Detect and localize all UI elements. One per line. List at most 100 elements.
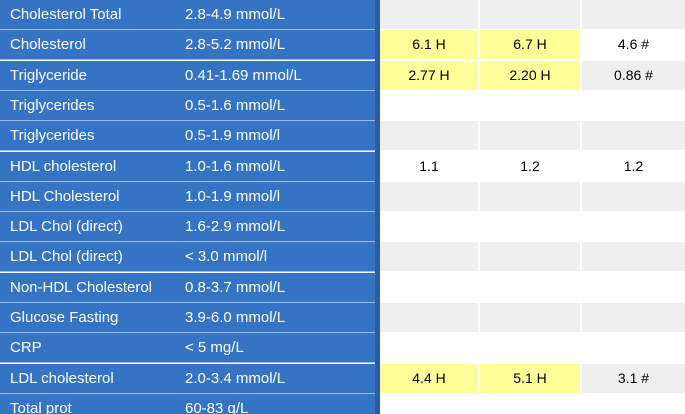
test-name: Triglyceride — [10, 66, 87, 84]
reference-range: 0.8-3.7 mmol/L — [185, 278, 286, 296]
empty-cell — [380, 393, 478, 414]
empty-cell — [582, 393, 685, 414]
empty-cell — [480, 121, 580, 152]
empty-cell — [380, 272, 478, 303]
test-name: HDL Cholesterol — [10, 187, 120, 205]
row-label-cell: Total prot 60-83 g/L — [0, 393, 375, 414]
reference-range: 0.41-1.69 mmol/L — [185, 66, 302, 84]
table-row: CRP < 5 mg/L — [0, 333, 685, 364]
empty-cell — [582, 0, 685, 30]
table-row: Total prot 60-83 g/L — [0, 393, 685, 414]
row-label-cell: Glucose Fasting 3.9-6.0 mmol/L — [0, 303, 375, 333]
empty-cell — [582, 272, 685, 303]
result-cell: 6.7 H — [480, 30, 580, 61]
result-cell: 0.86 # — [582, 60, 685, 91]
empty-cell — [380, 242, 478, 273]
empty-cell — [480, 393, 580, 414]
reference-range: 60-83 g/L — [185, 399, 249, 414]
reference-range: 0.5-1.9 mmol/l — [185, 127, 281, 145]
empty-cell — [380, 181, 478, 212]
empty-cell — [480, 303, 580, 333]
empty-cell — [380, 121, 478, 152]
result-cell: 2.77 H — [380, 60, 478, 91]
table-row: Triglycerides 0.5-1.6 mmol/L — [0, 90, 685, 121]
empty-cell — [480, 333, 580, 364]
empty-cell — [582, 121, 685, 152]
reference-range: 1.0-1.6 mmol/L — [185, 157, 286, 175]
row-label-cell: HDL Cholesterol 1.0-1.9 mmol/l — [0, 181, 375, 212]
row-label-cell: HDL cholesterol 1.0-1.6 mmol/L — [0, 151, 375, 182]
empty-cell — [480, 181, 580, 212]
empty-cell — [380, 333, 478, 364]
table-row: HDL Cholesterol 1.0-1.9 mmol/l — [0, 181, 685, 212]
reference-range: 0.5-1.6 mmol/L — [185, 96, 286, 114]
test-name: Total prot — [10, 399, 72, 414]
table-row: Non-HDL Cholesterol 0.8-3.7 mmol/L — [0, 272, 685, 303]
test-name: Glucose Fasting — [10, 309, 119, 326]
row-label-cell: Triglycerides 0.5-1.9 mmol/l — [0, 121, 375, 152]
table-row: Triglyceride 0.41-1.69 mmol/L 2.77 H 2.20 H… — [0, 60, 685, 91]
separator — [375, 0, 380, 414]
reference-range: 2.0-3.4 mmol/L — [185, 369, 286, 387]
empty-cell — [582, 90, 685, 121]
result-cell: 3.1 # — [582, 363, 685, 394]
table-row: LDL Chol (direct) 1.6-2.9 mmol/L — [0, 212, 685, 243]
result-cell: 1.1 — [380, 151, 478, 182]
reference-range: 1.6-2.9 mmol/L — [185, 218, 286, 236]
empty-cell — [380, 90, 478, 121]
reference-range: 2.8-4.9 mmol/L — [185, 6, 286, 23]
test-name: LDL cholesterol — [10, 369, 114, 387]
empty-cell — [582, 303, 685, 333]
row-label-cell: Cholesterol 2.8-5.2 mmol/L — [0, 30, 375, 61]
result-cell: 2.20 H — [480, 60, 580, 91]
reference-range: < 5 mg/L — [185, 339, 244, 357]
empty-cell — [582, 333, 685, 364]
result-cell: 4.4 H — [380, 363, 478, 394]
table-row: LDL Chol (direct) < 3.0 mmol/l — [0, 242, 685, 273]
empty-cell — [380, 303, 478, 333]
result-cell: 4.6 # — [582, 30, 685, 61]
result-cell: 1.2 — [480, 151, 580, 182]
row-label-cell: Non-HDL Cholesterol 0.8-3.7 mmol/L — [0, 272, 375, 303]
test-name: CRP — [10, 339, 42, 357]
test-name: Cholesterol Total — [10, 6, 122, 23]
empty-cell — [480, 272, 580, 303]
empty-cell — [480, 242, 580, 273]
test-name: Cholesterol — [10, 36, 86, 54]
result-cell: 5.1 H — [480, 363, 580, 394]
result-cell: 6.1 H — [380, 30, 478, 61]
empty-cell — [380, 0, 478, 30]
table-row: Triglycerides 0.5-1.9 mmol/l — [0, 121, 685, 152]
test-name: Triglycerides — [10, 127, 95, 145]
test-name: LDL Chol (direct) — [10, 218, 123, 236]
empty-cell — [582, 212, 685, 243]
row-label-cell: LDL cholesterol 2.0-3.4 mmol/L — [0, 363, 375, 394]
reference-range: 1.0-1.9 mmol/l — [185, 187, 281, 205]
empty-cell — [480, 0, 580, 30]
empty-cell — [480, 212, 580, 243]
test-name: HDL cholesterol — [10, 157, 117, 175]
table-row: Cholesterol Total 2.8-4.9 mmol/L — [0, 0, 685, 30]
test-name: Triglycerides — [10, 96, 95, 114]
table-row: Glucose Fasting 3.9-6.0 mmol/L — [0, 303, 685, 333]
row-label-cell: Cholesterol Total 2.8-4.9 mmol/L — [0, 0, 375, 30]
table-row: HDL cholesterol 1.0-1.6 mmol/L 1.1 1.2 1.2 — [0, 151, 685, 182]
result-cell: 1.2 — [582, 151, 685, 182]
test-name: LDL Chol (direct) — [10, 248, 123, 266]
reference-range: < 3.0 mmol/l — [185, 248, 268, 266]
row-label-cell: Triglyceride 0.41-1.69 mmol/L — [0, 60, 375, 91]
reference-range: 3.9-6.0 mmol/L — [185, 309, 286, 326]
empty-cell — [380, 212, 478, 243]
test-name: Non-HDL Cholesterol — [10, 278, 153, 296]
empty-cell — [582, 242, 685, 273]
row-label-cell: Triglycerides 0.5-1.6 mmol/L — [0, 90, 375, 121]
row-label-cell: LDL Chol (direct) 1.6-2.9 mmol/L — [0, 212, 375, 243]
row-label-cell: LDL Chol (direct) < 3.0 mmol/l — [0, 242, 375, 273]
row-label-cell: CRP < 5 mg/L — [0, 333, 375, 364]
table-row: Cholesterol 2.8-5.2 mmol/L 6.1 H 6.7 H 4.6 # — [0, 30, 685, 61]
empty-cell — [480, 90, 580, 121]
reference-range: 2.8-5.2 mmol/L — [185, 36, 286, 54]
